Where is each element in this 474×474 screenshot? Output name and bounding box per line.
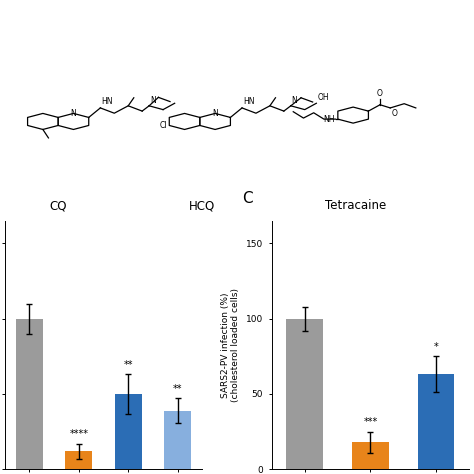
Text: ***: *** [363,417,378,427]
Bar [65,451,92,469]
Text: **: ** [173,384,182,394]
Bar [286,319,323,469]
Text: O: O [392,109,398,118]
Text: NH: NH [323,115,335,124]
Text: N: N [212,109,218,118]
Text: O: O [377,89,383,98]
Bar [418,374,455,469]
Text: **: ** [124,360,133,370]
Text: HCQ: HCQ [189,200,215,212]
Text: N: N [292,96,298,105]
Text: Tetracaine: Tetracaine [325,200,386,212]
Text: Cl: Cl [159,121,167,130]
Text: OH: OH [318,93,329,102]
Bar [115,394,142,469]
Text: N: N [150,96,156,105]
Text: C: C [242,191,253,206]
Text: N: N [71,109,76,118]
Bar [164,410,191,469]
Bar [16,319,43,469]
Text: HN: HN [102,97,113,106]
Y-axis label: SARS2-PV infection (%)
(cholesterol loaded cells): SARS2-PV infection (%) (cholesterol load… [221,288,240,402]
Text: *: * [434,342,439,352]
Text: ****: **** [69,429,88,439]
Text: HN: HN [244,97,255,106]
Bar [352,442,389,469]
Text: CQ: CQ [49,200,67,212]
